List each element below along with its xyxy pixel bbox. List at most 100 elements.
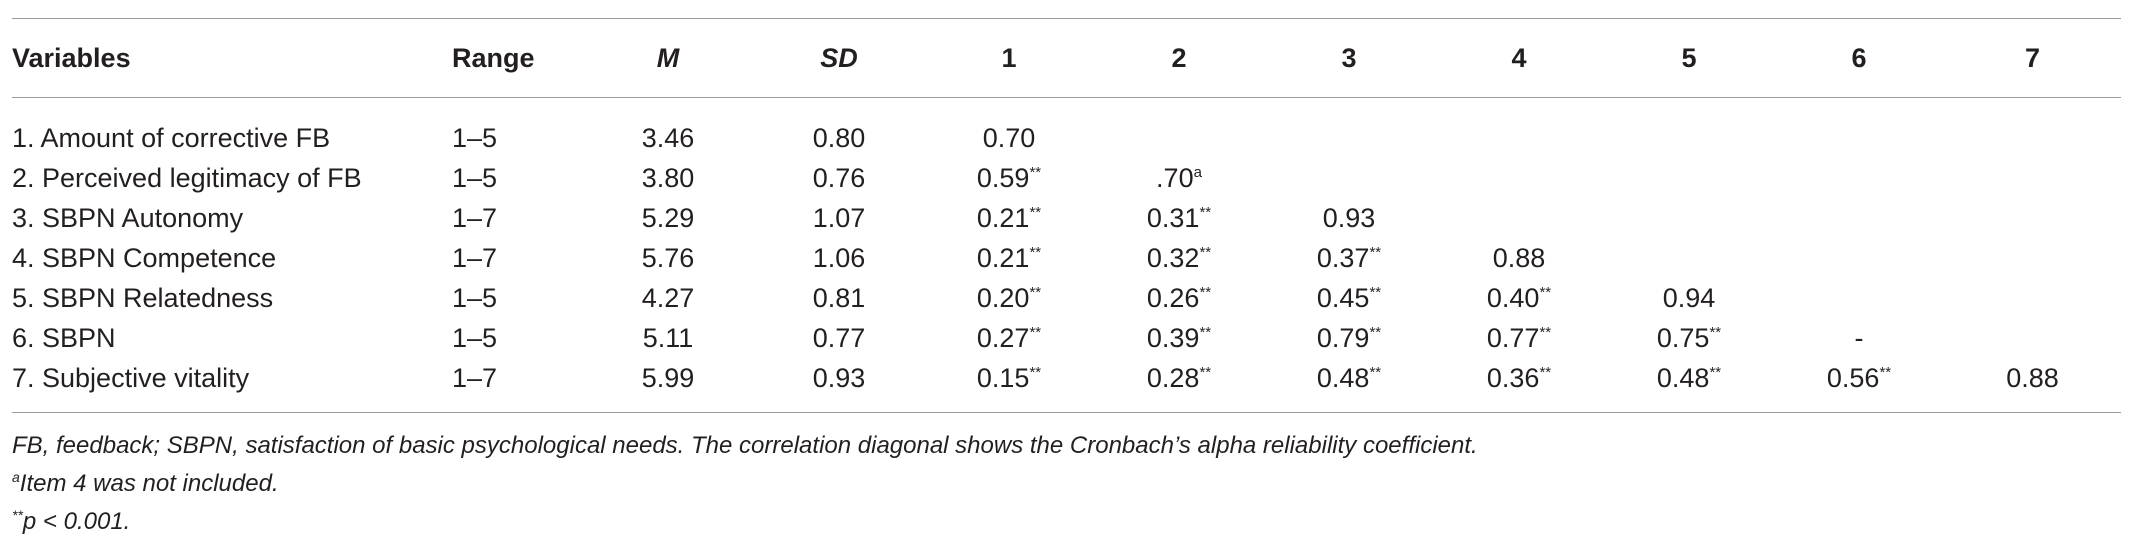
row-sd: 0.76 [812,162,866,193]
table-row: 1. Amount of corrective FB 1–5 3.46 0.80 0.7… [12,98,2121,159]
row-mean: 3.80 [641,162,695,193]
corr-cell-3: 0.37** [1264,238,1434,278]
corr-cell-4 [1434,158,1604,198]
row-mean: 5.11 [642,322,694,353]
header-col-1: 1 [1001,42,1017,73]
corr-value: 0.56 [1826,362,1880,393]
corr-significance-marker: ** [1029,243,1042,261]
corr-value: 0.70 [982,122,1036,153]
row-label: 6. SBPN [12,322,116,353]
top-rule [12,18,2121,19]
row-label: 1. Amount of corrective FB [12,122,331,153]
corr-cell-5: 0.48** [1604,358,1774,412]
note-item4-text: Item 4 was not included. [19,470,279,497]
corr-cell-4 [1434,198,1604,238]
corr-significance-marker: ** [1029,323,1042,341]
corr-cell-5: 0.75** [1604,318,1774,358]
header-col-4: 4 [1511,42,1527,73]
corr-cell-7 [1944,158,2121,198]
corr-cell-4: 0.77** [1434,318,1604,358]
corr-value: 0.40 [1486,282,1540,313]
corr-cell-6: - [1774,318,1944,358]
corr-cell-4: 0.40** [1434,278,1604,318]
correlation-table: Variables Range M SD 1 2 3 4 5 6 7 1. Am… [12,19,2121,412]
corr-value: 0.21 [976,242,1030,273]
row-sd: 0.93 [812,362,866,393]
corr-value: 0.27 [976,322,1030,353]
row-mean: 5.76 [641,242,695,273]
corr-value: 0.15 [976,362,1030,393]
corr-value: 0.20 [976,282,1030,313]
corr-cell-6 [1774,238,1944,278]
corr-value: 0.75 [1656,322,1710,353]
corr-cell-6 [1774,98,1944,159]
corr-cell-6: 0.56** [1774,358,1944,412]
table-body: 1. Amount of corrective FB 1–5 3.46 0.80 0.7… [12,98,2121,413]
corr-significance-marker: ** [1709,363,1722,381]
corr-cell-7 [1944,198,2121,238]
corr-cell-7 [1944,278,2121,318]
corr-value: 0.88 [1492,242,1546,273]
row-range: 1–5 [452,282,498,313]
corr-cell-1: 0.70 [924,98,1094,159]
corr-cell-1: 0.27** [924,318,1094,358]
corr-significance-marker: ** [1029,363,1042,381]
table-row: 6. SBPN 1–5 5.11 0.77 0.27** 0.39** 0.79** 0.77… [12,318,2121,358]
corr-value: 0.79 [1316,322,1370,353]
corr-cell-5 [1604,198,1774,238]
corr-cell-4: 0.88 [1434,238,1604,278]
corr-significance-marker: ** [1539,283,1552,301]
corr-cell-1: 0.15** [924,358,1094,412]
row-range: 1–5 [452,322,498,353]
note-item4-marker: a [12,469,20,485]
header-mean: M [656,42,680,73]
header-col-5: 5 [1681,42,1697,73]
row-sd: 1.06 [812,242,866,273]
note-significance: **p < 0.001. [12,503,2121,541]
corr-cell-3: 0.48** [1264,358,1434,412]
corr-cell-2: .70a [1094,158,1264,198]
row-range: 1–7 [452,242,498,273]
bottom-rule [12,412,2121,413]
corr-cell-6 [1774,198,1944,238]
corr-cell-1: 0.21** [924,238,1094,278]
corr-significance-marker: ** [1369,283,1382,301]
corr-significance-marker: ** [1029,163,1042,181]
corr-cell-1: 0.21** [924,198,1094,238]
corr-significance-marker: ** [1879,363,1892,381]
corr-value: 0.94 [1662,282,1716,313]
corr-value: 0.36 [1486,362,1540,393]
corr-cell-1: 0.20** [924,278,1094,318]
header-sd: SD [820,42,858,73]
corr-cell-5 [1604,238,1774,278]
corr-significance-marker: ** [1199,203,1212,221]
corr-value: 0.93 [1322,202,1376,233]
row-label: 2. Perceived legitimacy of FB [12,162,362,193]
corr-significance-marker: ** [1369,323,1382,341]
corr-value: 0.59 [976,162,1030,193]
row-mean: 3.46 [641,122,695,153]
row-label: 5. SBPN Relatedness [12,282,274,313]
corr-significance-marker: ** [1029,283,1042,301]
header-col-7: 7 [2024,42,2041,73]
corr-significance-marker: ** [1199,243,1212,261]
row-range: 1–5 [452,122,498,153]
corr-significance-marker: ** [1199,283,1212,301]
header-col-6: 6 [1851,42,1867,73]
corr-cell-2: 0.39** [1094,318,1264,358]
corr-value: 0.48 [1316,362,1370,393]
row-sd: 0.81 [812,282,866,313]
corr-cell-7 [1944,318,2121,358]
table-row: 4. SBPN Competence 1–7 5.76 1.06 0.21** 0.32*… [12,238,2121,278]
header-variables: Variables [12,42,131,73]
table-row: 7. Subjective vitality 1–7 5.99 0.93 0.15** 0… [12,358,2121,412]
corr-cell-5 [1604,158,1774,198]
corr-cell-4: 0.36** [1434,358,1604,412]
corr-significance-marker: ** [1369,243,1382,261]
corr-cell-1: 0.59** [924,158,1094,198]
corr-cell-5 [1604,98,1774,159]
corr-value: 0.28 [1146,362,1200,393]
corr-cell-3: 0.45** [1264,278,1434,318]
row-mean: 5.99 [641,362,695,393]
corr-value: - [1854,322,1864,353]
